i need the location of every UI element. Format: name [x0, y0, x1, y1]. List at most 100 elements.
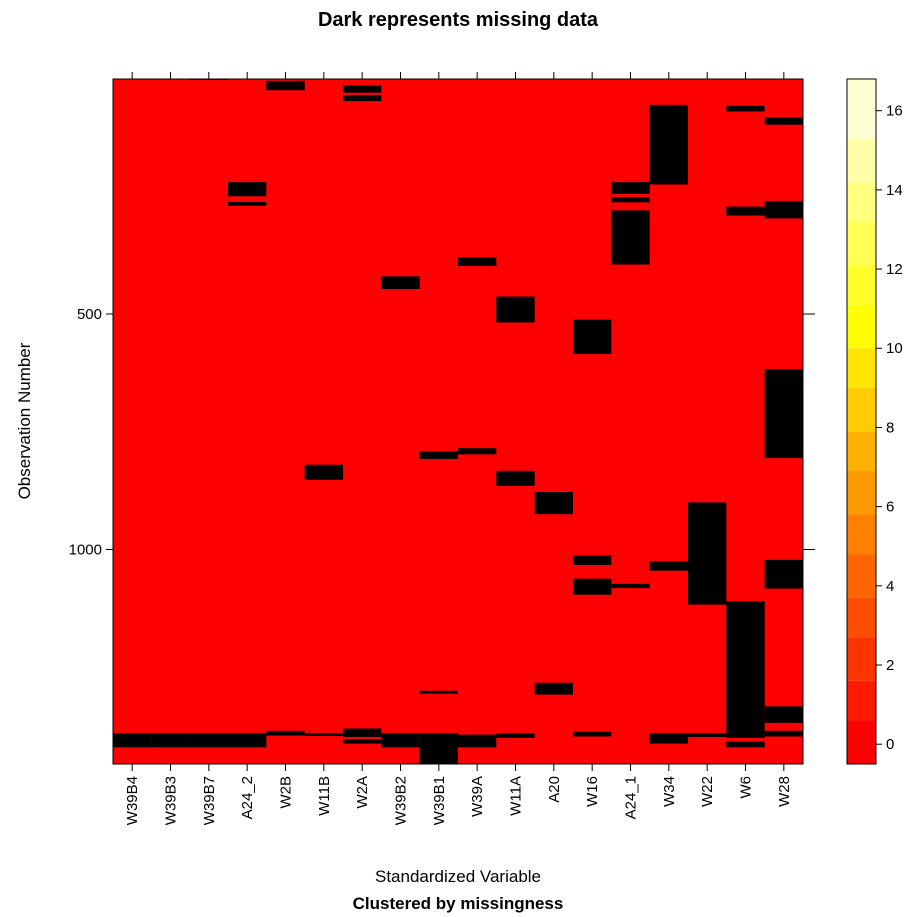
x-tick-label-w2a: W2A	[354, 776, 371, 809]
missing-block-w39b7	[189, 733, 228, 748]
colorbar-tick-label-16: 16	[886, 103, 903, 120]
missing-block-w28	[764, 117, 803, 125]
x-tick-label-w22: W22	[699, 776, 716, 807]
missing-block-w22	[688, 502, 727, 605]
missing-block-w2b	[266, 730, 305, 736]
missing-block-w2b	[266, 80, 305, 91]
missing-block-w34	[649, 561, 688, 571]
colorbar-band-15	[847, 79, 876, 139]
missing-block-w11b	[304, 733, 343, 737]
colorbar-tick-label-12: 12	[886, 261, 903, 278]
missing-block-w2a	[343, 85, 382, 93]
missing-block-a20	[534, 682, 573, 695]
missing-block-w2a	[343, 94, 382, 102]
observed-background	[113, 79, 803, 764]
colorbar-band-2	[847, 637, 876, 681]
heatmap-cells	[113, 79, 803, 764]
missing-block-w11a	[496, 296, 535, 323]
missing-block-a24_2	[228, 201, 267, 206]
missing-block-w28	[764, 706, 803, 723]
missing-block-w2a	[343, 739, 382, 744]
colorbar-band-5	[847, 514, 876, 555]
x-tick-label-w28: W28	[776, 776, 793, 807]
x-tick-label-w39b7: W39B7	[201, 776, 218, 825]
missing-block-w39a	[458, 448, 497, 455]
y-axis-label: Observation Number	[15, 342, 34, 499]
x-tick-label-w39b2: W39B2	[393, 776, 410, 825]
colorbar-tick-label-4: 4	[886, 578, 894, 595]
missing-block-w28	[764, 730, 803, 737]
missing-block-w28	[764, 559, 803, 589]
missing-block-w16	[573, 555, 612, 566]
missing-block-w39b1	[419, 733, 458, 764]
colorbar-band-14	[847, 138, 876, 182]
missing-block-w34	[649, 733, 688, 744]
missing-block-w2a	[343, 728, 382, 737]
x-tick-label-w2b: W2B	[278, 776, 295, 809]
colorbar-tick-label-2: 2	[886, 657, 894, 674]
colorbar-band-11	[847, 265, 876, 305]
colorbar-band-12	[847, 221, 876, 266]
colorbar-frame	[846, 78, 877, 765]
missing-block-a24_1	[611, 210, 650, 265]
y-axis: 500 1000	[69, 306, 815, 559]
missing-block-w6	[726, 741, 765, 748]
x-tick-label-w39b3: W39B3	[163, 776, 180, 825]
missing-block-a20	[534, 492, 573, 515]
x-axis: W39B4 W39B3 W39B7 A24_2 W2B W11B W2A W39B2 W39B1…	[124, 72, 793, 825]
colorbar-band-7	[847, 431, 876, 471]
missing-block-w39b2	[381, 276, 420, 290]
x-tick-label-w39a: W39A	[469, 776, 486, 817]
missing-block-w11a	[496, 733, 535, 738]
missing-block-w16	[573, 578, 612, 595]
colorbar-band-8	[847, 387, 876, 432]
x-tick-label-w16: W16	[584, 776, 601, 807]
missing-block-w39b3	[151, 733, 190, 748]
colorbar-band-0	[847, 720, 876, 764]
missing-block-w11b	[304, 464, 343, 480]
x-axis-label: Standardized Variable	[375, 867, 541, 886]
missing-block-w34	[649, 104, 688, 185]
missing-block-w28	[764, 369, 803, 459]
missing-block-w39b2	[381, 733, 420, 748]
colorbar-band-4	[847, 554, 876, 598]
colorbar-tick-label-0: 0	[886, 736, 894, 753]
x-tick-label-a24_2: A24_2	[239, 776, 256, 819]
colorbar-band-6	[847, 470, 876, 515]
colorbar-tick-label-6: 6	[886, 499, 894, 516]
missing-block-w6	[726, 105, 765, 112]
colorbar-band-10	[847, 304, 876, 349]
colorbar-tick-label-8: 8	[886, 419, 894, 436]
colorbar-band-1	[847, 680, 876, 721]
missing-block-w22	[688, 733, 727, 737]
y-tick-label-1000: 1000	[69, 542, 102, 559]
colorbar-tick-label-10: 10	[886, 340, 903, 357]
missing-block-w28	[764, 200, 803, 219]
missing-block-w16	[573, 731, 612, 737]
missing-block-w39b1	[419, 690, 458, 694]
missing-block-w6	[726, 601, 765, 738]
colorbar-band-3	[847, 597, 876, 638]
plot-frame	[112, 78, 804, 765]
x-tick-label-w39b1: W39B1	[431, 776, 448, 825]
missing-block-w39b1	[419, 451, 458, 460]
colorbar-tick-label-14: 14	[886, 182, 903, 199]
missing-block-a24_1	[611, 583, 650, 589]
colorbar-band-13	[847, 181, 876, 222]
x-tick-label-a24_1: A24_1	[623, 776, 640, 819]
x-tick-label-w11b: W11B	[316, 776, 333, 816]
missing-block-a24_1	[611, 182, 650, 194]
missing-block-w16	[573, 319, 612, 355]
x-tick-label-w39b4: W39B4	[124, 776, 141, 825]
x-tick-label-w34: W34	[661, 776, 678, 807]
x-tick-label-w6: W6	[738, 776, 755, 799]
missing-block-a24_2	[228, 182, 267, 197]
missing-block-a24_2	[228, 733, 267, 748]
x-tick-label-a20: A20	[546, 776, 563, 803]
missing-block-a24_1	[611, 197, 650, 203]
colorbar-legend: 0 2 4 6 8 10 12 14 16	[846, 78, 903, 765]
x-axis-sublabel: Clustered by missingness	[353, 894, 564, 913]
chart-title: Dark represents missing data	[318, 9, 599, 31]
missing-block-w39a	[458, 257, 497, 266]
